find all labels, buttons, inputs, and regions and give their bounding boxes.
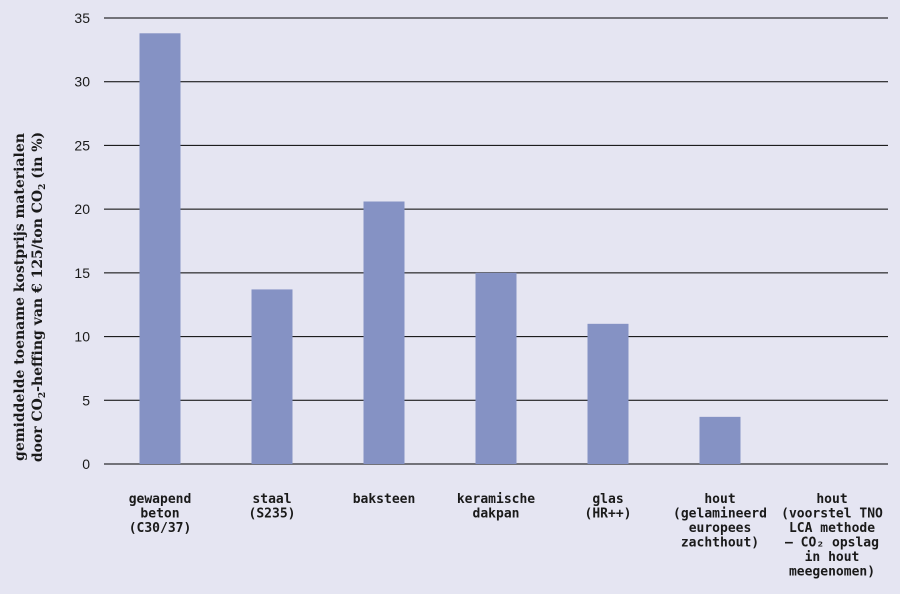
bars bbox=[139, 33, 741, 465]
y-tick-label: 10 bbox=[74, 329, 90, 345]
y-tick-label: 5 bbox=[82, 392, 90, 408]
bar bbox=[475, 272, 517, 464]
bar bbox=[587, 323, 629, 464]
bar bbox=[251, 289, 293, 464]
x-category-label: staal (S235) bbox=[249, 492, 296, 522]
x-category-label: hout (gelamineerd europees zachthout) bbox=[673, 492, 767, 551]
bar bbox=[139, 33, 181, 464]
y-axis-label-line1: gemiddelde toename kostprijs materialen bbox=[12, 133, 28, 461]
y-tick-label: 30 bbox=[74, 74, 90, 90]
bar bbox=[699, 416, 741, 464]
x-category-label: keramische dakpan bbox=[457, 492, 535, 522]
y-axis-label-line2: door CO2-heffing van € 125/ton CO2 (in %… bbox=[30, 132, 48, 462]
bar bbox=[363, 201, 405, 465]
x-category-label: hout (voorstel TNO LCA methode – CO₂ opslag… bbox=[781, 492, 883, 580]
y-axis-label: gemiddelde toename kostprijs materialen … bbox=[12, 132, 48, 462]
x-category-label: baksteen bbox=[353, 492, 416, 507]
x-category-label: glas (HR++) bbox=[585, 492, 632, 522]
y-tick-label: 20 bbox=[74, 201, 90, 217]
x-category-labels: gewapend beton (C30/37) staal (S235) baksteen… bbox=[129, 492, 883, 580]
x-category-label: gewapend beton (C30/37) bbox=[129, 492, 192, 536]
y-tick-labels: 0 5 10 15 20 25 30 35 bbox=[74, 10, 90, 472]
y-tick-label: 35 bbox=[74, 10, 90, 26]
y-tick-label: 0 bbox=[82, 456, 90, 472]
y-tick-label: 25 bbox=[74, 137, 90, 153]
y-tick-label: 15 bbox=[74, 265, 90, 281]
